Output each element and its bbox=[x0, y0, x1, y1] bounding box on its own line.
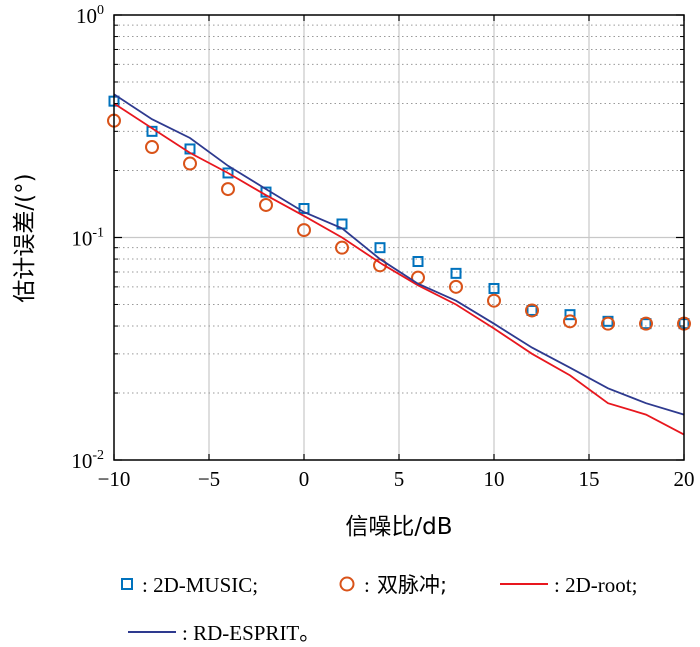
data-point-2d-music bbox=[222, 167, 234, 179]
x-tick-label: −10 bbox=[98, 467, 131, 491]
data-point-2d-music bbox=[450, 267, 462, 279]
series-line-rd-esprit bbox=[113, 93, 685, 416]
data-point-2d-music bbox=[374, 242, 386, 254]
legend: : 2D-MUSIC; : 双脉冲; : 2D-root; : RD-ESPRI… bbox=[121, 573, 637, 645]
data-point-double-pulse bbox=[449, 279, 463, 294]
y-tick-base: 10 bbox=[71, 449, 92, 473]
legend-marker-double-pulse bbox=[339, 576, 355, 592]
x-tick-label: 10 bbox=[484, 467, 505, 491]
x-axis-label: 信噪比/dB bbox=[345, 514, 452, 540]
legend-label-2d-root: : 2D-root; bbox=[554, 573, 637, 597]
x-tick-label: 0 bbox=[299, 467, 310, 491]
y-tick-exponent: -1 bbox=[92, 226, 104, 241]
y-tick-base: 10 bbox=[71, 227, 92, 251]
y-tick-label: 100 bbox=[76, 3, 104, 28]
data-point-2d-music bbox=[640, 318, 652, 330]
legend-label-double-pulse: 双脉冲; bbox=[377, 573, 447, 597]
x-tick-label: 5 bbox=[394, 467, 405, 491]
data-point-2d-music bbox=[564, 309, 576, 321]
y-tick-base: 10 bbox=[76, 4, 97, 28]
data-point-double-pulse bbox=[335, 240, 349, 255]
x-tick-label: 20 bbox=[674, 467, 695, 491]
series-line-2d-root bbox=[113, 102, 685, 436]
data-point-double-pulse bbox=[563, 314, 577, 329]
y-tick-exponent: -2 bbox=[92, 448, 104, 463]
data-point-double-pulse bbox=[259, 197, 273, 212]
y-axis-label: 估计误差/(°) bbox=[12, 173, 38, 302]
data-point-double-pulse bbox=[297, 223, 311, 238]
x-tick-label: 15 bbox=[579, 467, 600, 491]
data-point-double-pulse bbox=[487, 293, 501, 308]
data-point-2d-music bbox=[526, 304, 538, 316]
x-tick-label: −5 bbox=[198, 467, 220, 491]
y-tick-label: 10-2 bbox=[71, 448, 104, 473]
data-point-double-pulse bbox=[221, 182, 235, 197]
data-point-double-pulse bbox=[145, 140, 159, 155]
data-point-double-pulse bbox=[525, 303, 539, 318]
data-point-double-pulse bbox=[601, 316, 615, 331]
data-point-double-pulse bbox=[639, 316, 653, 331]
grid bbox=[114, 15, 684, 460]
data-point-2d-music bbox=[412, 256, 424, 268]
legend-prefix-double-pulse: : bbox=[364, 573, 370, 597]
legend-label-2d-music: : 2D-MUSIC; bbox=[142, 573, 258, 597]
y-tick-label: 10-1 bbox=[71, 226, 104, 251]
y-tick-exponent: 0 bbox=[97, 3, 104, 18]
legend-marker-2d-music bbox=[121, 578, 133, 590]
legend-label-rd-esprit: : RD-ESPRIT。 bbox=[182, 621, 320, 645]
data-point-2d-music bbox=[488, 282, 500, 294]
data-point-double-pulse bbox=[183, 156, 197, 171]
